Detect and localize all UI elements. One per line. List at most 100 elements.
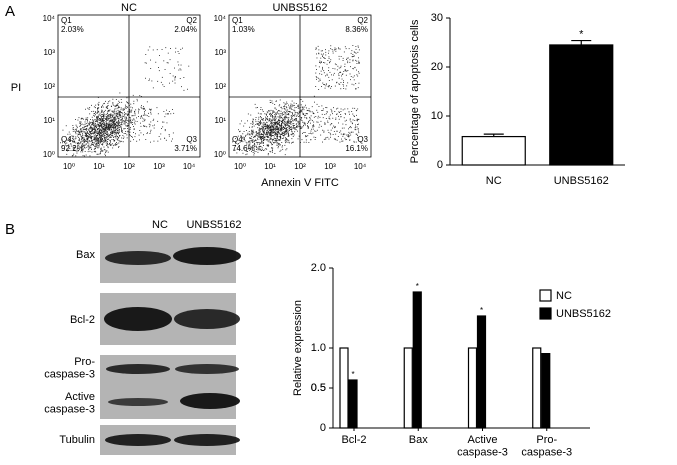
event-dot xyxy=(88,129,90,131)
event-dot xyxy=(112,127,114,129)
event-dot xyxy=(260,138,261,139)
event-dot xyxy=(94,145,96,147)
bar xyxy=(461,135,526,166)
event-dot xyxy=(106,106,108,108)
event-dot xyxy=(98,139,100,141)
flow-y-tick: 10³ xyxy=(43,48,55,57)
event-dot xyxy=(118,111,119,113)
event-dot xyxy=(100,134,101,136)
event-dot xyxy=(358,72,360,74)
event-dot xyxy=(354,107,356,109)
event-dot xyxy=(298,105,299,107)
event-dot xyxy=(119,114,121,116)
event-dot xyxy=(183,77,185,78)
event-dot xyxy=(152,120,154,121)
event-dot xyxy=(100,139,102,140)
event-dot xyxy=(107,124,109,125)
event-dot xyxy=(319,62,320,63)
event-dot xyxy=(102,126,104,128)
event-dot xyxy=(277,135,278,137)
event-dot xyxy=(75,155,77,157)
event-dot xyxy=(276,122,277,124)
event-dot xyxy=(285,137,287,139)
event-dot xyxy=(309,117,311,119)
event-dot xyxy=(274,134,275,136)
event-dot xyxy=(271,129,272,131)
event-dot xyxy=(119,111,120,113)
event-dot xyxy=(341,127,343,129)
event-dot xyxy=(83,147,85,148)
event-dot xyxy=(93,136,95,138)
event-dot xyxy=(95,120,97,122)
event-dot xyxy=(262,134,264,136)
event-dot xyxy=(126,120,128,122)
event-dot xyxy=(118,110,120,112)
event-dot xyxy=(278,139,280,140)
event-dot xyxy=(100,142,101,144)
event-dot xyxy=(328,86,330,88)
event-dot xyxy=(274,123,275,125)
event-dot xyxy=(109,144,111,146)
event-dot xyxy=(285,125,286,127)
event-dot xyxy=(300,109,301,111)
event-dot xyxy=(118,132,120,134)
event-dot xyxy=(84,139,86,141)
event-dot xyxy=(272,151,273,153)
event-dot xyxy=(86,146,88,148)
event-dot xyxy=(143,118,145,120)
event-dot xyxy=(298,111,300,113)
event-dot xyxy=(294,127,296,129)
event-dot xyxy=(247,148,249,150)
event-dot xyxy=(301,117,302,119)
event-dot xyxy=(315,130,317,132)
event-dot xyxy=(113,120,115,122)
event-dot xyxy=(281,122,283,124)
event-dot xyxy=(282,133,284,135)
event-dot xyxy=(269,135,271,137)
event-dot xyxy=(292,141,294,143)
event-dot xyxy=(342,140,344,142)
event-dot xyxy=(72,141,74,143)
event-dot xyxy=(143,107,145,109)
event-dot xyxy=(255,140,257,141)
event-dot xyxy=(110,141,111,143)
event-dot xyxy=(259,128,261,130)
event-dot xyxy=(75,129,77,130)
event-dot xyxy=(82,132,83,134)
event-dot xyxy=(253,136,255,138)
event-dot xyxy=(270,134,272,136)
event-dot xyxy=(112,102,114,104)
event-dot xyxy=(279,104,281,106)
event-dot xyxy=(100,139,102,141)
event-dot xyxy=(339,141,341,143)
event-dot xyxy=(105,130,107,132)
event-dot xyxy=(80,121,82,123)
event-dot xyxy=(290,106,291,108)
event-dot xyxy=(109,115,111,117)
event-dot xyxy=(100,121,102,123)
event-dot xyxy=(331,110,333,112)
event-dot xyxy=(99,130,101,131)
event-dot xyxy=(118,121,120,123)
quadrant-name: Q1 xyxy=(61,16,72,25)
bar xyxy=(467,347,478,429)
event-dot xyxy=(277,125,278,127)
event-dot xyxy=(249,137,251,139)
event-dot xyxy=(106,126,108,128)
event-dot xyxy=(252,146,253,148)
event-dot xyxy=(341,74,343,75)
event-dot xyxy=(125,104,126,106)
event-dot xyxy=(283,135,285,137)
event-dot xyxy=(85,143,87,145)
event-dot xyxy=(256,147,258,149)
event-dot xyxy=(113,125,114,127)
event-dot xyxy=(111,125,112,127)
event-dot xyxy=(328,67,330,69)
event-dot xyxy=(240,135,242,136)
event-dot xyxy=(86,140,88,142)
event-dot xyxy=(262,139,264,141)
event-dot xyxy=(291,117,292,119)
event-dot xyxy=(97,133,99,134)
event-dot xyxy=(258,122,260,124)
event-dot xyxy=(345,74,347,76)
